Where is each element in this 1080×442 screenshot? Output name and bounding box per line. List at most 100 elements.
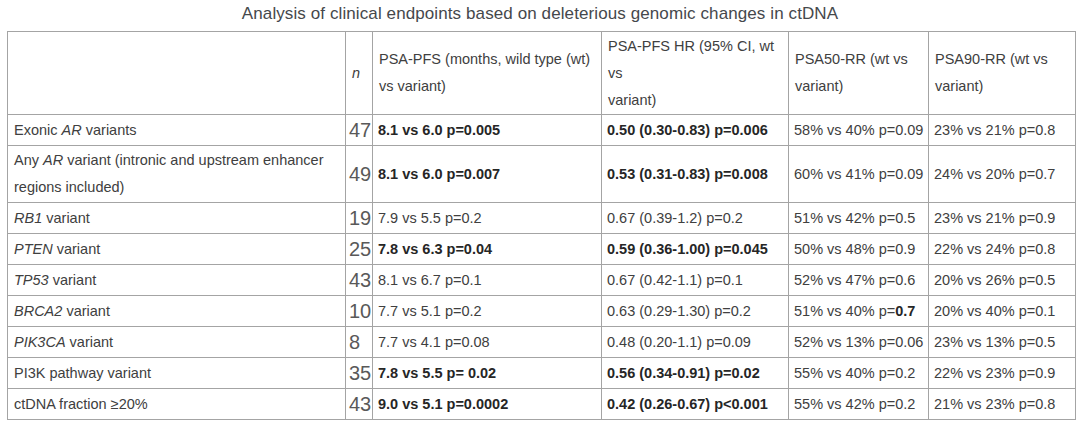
cell-text: 22% vs 24% p=0.8 [934,241,1055,257]
cell-text: 21% vs 23% p=0.8 [934,396,1055,412]
cell-psa_pfs_hr: 0.50 (0.30-0.83) p=0.006 [602,115,789,146]
cell-text: PSA50-RR (wt vs variant) [795,51,908,94]
table-row: RB1 variant 19 7.9 vs 5.5 p=0.2 0.67 (0.39-… [8,203,1076,234]
cell-text: variants [82,122,137,138]
column-header-psa90_rr: PSA90-RR (wt vs variant) [929,32,1076,115]
cell-n: 25 [346,234,373,265]
cell-psa_pfs_hr: 0.42 (0.26-0.67) p<0.001 [602,389,789,420]
cell-psa90_rr: 23% vs 21% p=0.9 [929,203,1076,234]
cell-psa50_rr: 52% vs 13% p=0.06 [789,327,929,358]
cell-text: 7.9 vs 5.5 p=0.2 [378,210,482,226]
cell-text: AR [43,152,63,168]
cell-label: Exonic AR variants [8,115,346,146]
cell-text: 8.1 vs 6.7 p=0.1 [378,272,482,288]
page: Analysis of clinical endpoints based on … [0,0,1080,442]
table-row: Any AR variant (intronic and upstream en… [8,146,1076,203]
endpoints-table: n PSA-PFS (months, wild type (wt) vs vari… [7,31,1076,420]
cell-text: variant [53,241,101,257]
cell-text: 58% vs 40% p=0.09 [794,122,923,138]
cell-text: n [352,65,360,81]
cell-text: 8.1 vs 6.0 p=0.005 [378,122,500,138]
cell-text: 9.0 vs 5.1 p=0.0002 [378,396,508,412]
cell-psa90_rr: 24% vs 20% p=0.7 [929,146,1076,203]
cell-n: 49 [346,146,373,203]
cell-psa50_rr: 52% vs 47% p=0.6 [789,265,929,296]
cell-text: 23% vs 13% p=0.5 [934,334,1055,350]
table-row: PI3K pathway variant 357.8 vs 5.5 p= 0.02… [8,358,1076,389]
cell-text: variant [66,334,114,350]
table-row: Exonic AR variants478.1 vs 6.0 p=0.0050.… [8,115,1076,146]
cell-text: 55% vs 42% p=0.2 [794,396,915,412]
cell-text: 0.67 (0.42-1.1) p=0.1 [607,272,743,288]
cell-text: 0.56 (0.34-0.91) p=0.02 [607,365,760,381]
cell-psa50_rr: 60% vs 41% p=0.09 [789,146,929,203]
cell-text: 20% vs 26% p=0.5 [934,272,1055,288]
cell-text: variant [42,210,90,226]
cell-text: AR [62,122,82,138]
cell-text: 0.67 (0.39-1.2) p=0.2 [607,210,743,226]
cell-text: 7.7 vs 4.1 p=0.08 [378,334,490,350]
cell-psa90_rr: 23% vs 21% p=0.8 [929,115,1076,146]
cell-psa50_rr: 50% vs 48% p=0.9 [789,234,929,265]
cell-label: Any AR variant (intronic and upstream en… [8,146,346,203]
cell-psa_pfs_hr: 0.67 (0.39-1.2) p=0.2 [602,203,789,234]
cell-text: variant [62,303,110,319]
cell-psa_pfs_months: 8.1 vs 6.0 p=0.007 [373,146,602,203]
table-row: PIK3CA variant87.7 vs 4.1 p=0.080.48 (0.… [8,327,1076,358]
cell-label: BRCA2 variant [8,296,346,327]
cell-text: 0.42 (0.26-0.67) p<0.001 [607,396,768,412]
cell-text: 23% vs 21% p=0.8 [934,122,1055,138]
table-title: Analysis of clinical endpoints based on … [0,0,1080,31]
cell-text: 22% vs 23% p=0.9 [934,365,1055,381]
cell-psa50_rr: 51% vs 42% p=0.5 [789,203,929,234]
cell-n: 10 [346,296,373,327]
cell-psa_pfs_months: 7.8 vs 5.5 p= 0.02 [373,358,602,389]
column-header-psa50_rr: PSA50-RR (wt vs variant) [789,32,929,115]
cell-psa_pfs_hr: 0.56 (0.34-0.91) p=0.02 [602,358,789,389]
table-row: PTEN variant257.8 vs 6.3 p=0.040.59 (0.3… [8,234,1076,265]
cell-psa50_rr: 55% vs 40% p=0.2 [789,358,929,389]
cell-psa90_rr: 20% vs 40% p=0.1 [929,296,1076,327]
cell-psa_pfs_months: 7.7 vs 5.1 p=0.2 [373,296,602,327]
cell-psa90_rr: 23% vs 13% p=0.5 [929,327,1076,358]
column-header-psa_pfs_months: PSA-PFS (months, wild type (wt) vs varia… [373,32,602,115]
column-header-psa_pfs_hr: PSA-PFS HR (95% CI, wt vs variant) [602,32,789,115]
cell-psa90_rr: 22% vs 23% p=0.9 [929,358,1076,389]
cell-text: PSA-PFS (months, wild type (wt) vs varia… [379,51,590,94]
cell-psa_pfs_hr: 0.48 (0.20-1.1) p=0.09 [602,327,789,358]
cell-text: 51% vs 40% p= [794,303,895,319]
cell-psa_pfs_months: 7.8 vs 6.3 p=0.04 [373,234,602,265]
cell-text: PTEN [14,241,53,257]
cell-psa90_rr: 20% vs 26% p=0.5 [929,265,1076,296]
cell-psa_pfs_months: 7.9 vs 5.5 p=0.2 [373,203,602,234]
cell-n: 19 [346,203,373,234]
cell-psa50_rr: 51% vs 40% p=0.7 [789,296,929,327]
cell-text: Exonic [14,122,62,138]
column-header-n: n [346,32,373,115]
cell-text: 0.7 [895,303,915,319]
cell-psa90_rr: 21% vs 23% p=0.8 [929,389,1076,420]
table-body: Exonic AR variants478.1 vs 6.0 p=0.0050.… [8,115,1076,420]
cell-label: PTEN variant [8,234,346,265]
cell-text: 0.53 (0.31-0.83) p=0.008 [607,166,768,182]
cell-text: 7.7 vs 5.1 p=0.2 [378,303,482,319]
header-row: n PSA-PFS (months, wild type (wt) vs vari… [8,32,1076,115]
cell-text: 20% vs 40% p=0.1 [934,303,1055,319]
cell-text: ctDNA fraction ≥20% [14,396,148,412]
table-header: n PSA-PFS (months, wild type (wt) vs vari… [8,32,1076,115]
cell-psa_pfs_months: 9.0 vs 5.1 p=0.0002 [373,389,602,420]
cell-text: 55% vs 40% p=0.2 [794,365,915,381]
table-row: TP53 variant438.1 vs 6.7 p=0.10.67 (0.42… [8,265,1076,296]
cell-text: RB1 [14,210,42,226]
cell-text: Any [14,152,43,168]
cell-label: PI3K pathway variant [8,358,346,389]
cell-text: PSA-PFS HR (95% CI, wt vs variant) [608,38,774,108]
cell-label: ctDNA fraction ≥20% [8,389,346,420]
cell-n: 35 [346,358,373,389]
cell-psa_pfs_hr: 0.59 (0.36-1.00) p=0.045 [602,234,789,265]
cell-n: 47 [346,115,373,146]
cell-psa50_rr: 55% vs 42% p=0.2 [789,389,929,420]
cell-text: PIK3CA [14,334,66,350]
cell-text: 51% vs 42% p=0.5 [794,210,915,226]
cell-text: PI3K pathway variant [14,365,151,381]
